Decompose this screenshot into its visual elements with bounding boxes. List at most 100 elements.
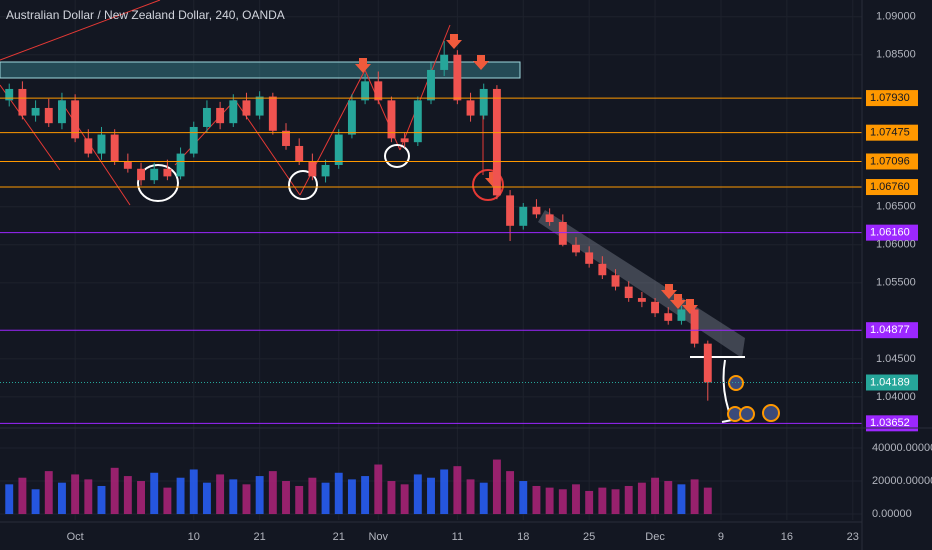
candle-body: [598, 263, 607, 276]
volume-bar: [176, 477, 185, 515]
volume-bar: [651, 477, 660, 515]
candle-body: [440, 54, 449, 70]
volume-bar: [519, 481, 528, 515]
candle-body: [506, 195, 515, 226]
candle-body: [558, 222, 567, 245]
volume-bar: [453, 466, 462, 515]
level-label-text: 1.03652: [870, 417, 910, 429]
volume-bar: [282, 481, 290, 515]
volume-bar: [229, 479, 238, 515]
volume-tick-label: 0.00000: [872, 508, 912, 520]
x-tick-label: 16: [781, 531, 793, 543]
x-tick-label: Oct: [67, 531, 84, 543]
volume-bar: [440, 469, 449, 515]
level-label: 1.07930: [866, 90, 918, 107]
candle-body: [137, 168, 145, 181]
volume-bar: [255, 476, 264, 515]
candle-body: [150, 168, 159, 181]
candle-body: [308, 161, 317, 177]
volume-bar: [611, 489, 620, 515]
candle-body: [624, 286, 633, 299]
volume-bar: [637, 482, 646, 515]
volume-bar: [427, 477, 435, 515]
volume-bar: [545, 487, 554, 515]
levels: 1.07930 1.07475 1.07096 1.06760 1.06160 1.048…: [0, 90, 918, 432]
candle-body: [400, 138, 409, 143]
candle-body: [361, 81, 370, 101]
y-tick-label: 1.06500: [876, 201, 916, 213]
volume-bar: [216, 474, 225, 515]
y-tick-label: 1.05500: [876, 277, 916, 289]
level-label-text: 1.06760: [870, 181, 910, 193]
volume-bar: [5, 484, 14, 515]
x-tick-label: 9: [718, 531, 724, 543]
x-tick-label: Dec: [645, 531, 665, 543]
candle-body: [479, 88, 488, 116]
candle-body: [532, 206, 541, 215]
level-label-text: 1.04877: [870, 324, 910, 336]
y-tick-label: 1.04000: [876, 391, 916, 403]
candle-body: [690, 309, 699, 344]
candle-body: [427, 69, 435, 101]
level-label-box: [866, 415, 918, 432]
volume-bar: [361, 476, 370, 515]
candle-body: [255, 96, 264, 116]
candle-body: [282, 130, 290, 146]
candle-body: [611, 275, 620, 287]
volume-bar: [308, 477, 317, 515]
resistance-zone: [0, 61, 521, 79]
candle-body: [585, 252, 594, 264]
candle-body: [268, 96, 277, 131]
volume-bar: [163, 487, 172, 515]
x-tick-label: 21: [254, 531, 266, 543]
y-tick-label: 1.09000: [876, 11, 916, 23]
candle-body: [545, 214, 554, 223]
volume-bar: [137, 481, 145, 515]
volume-bar: [400, 484, 409, 515]
candle-body: [176, 153, 185, 177]
volume-bar: [624, 485, 633, 515]
candle-body: [347, 100, 356, 135]
volume-bar: [18, 477, 27, 515]
candle-body: [18, 88, 27, 116]
volume-tick-label: 20000.00000: [872, 475, 932, 487]
level-label-text: 1.07096: [870, 155, 910, 167]
level-label-text: 1.04189: [870, 376, 910, 388]
level-label: 1.04877: [866, 322, 918, 339]
volume-bar: [598, 487, 607, 515]
x-tick-label: 23: [847, 531, 859, 543]
candle-body: [97, 134, 106, 154]
x-tick-label: Nov: [368, 531, 388, 543]
volume-bar: [97, 485, 106, 515]
candle-body: [31, 107, 40, 116]
level-label-text: 1.06160: [870, 227, 910, 239]
x-tick-label: 11: [452, 531, 463, 543]
volume-bar: [347, 479, 356, 515]
level-label-text: 1.07475: [870, 127, 910, 139]
volume-bar: [387, 481, 396, 515]
volume-bar: [110, 467, 119, 515]
volume-bar: [202, 482, 211, 515]
candle-body: [334, 134, 343, 165]
volume-bar: [532, 485, 541, 515]
volume-bar: [585, 490, 594, 515]
level-label: 1.06160: [866, 224, 918, 241]
volume-bar: [677, 484, 686, 515]
level-label-box: [866, 153, 918, 170]
level-label: 1.04189: [866, 374, 918, 391]
volume-bar: [31, 489, 40, 515]
candle-body: [123, 161, 132, 169]
level-label-text: 1.07930: [870, 92, 910, 104]
volume-bar: [57, 482, 66, 515]
volume-bar: [321, 482, 330, 515]
circles: [137, 144, 745, 423]
volume-bar: [374, 464, 383, 515]
candle-body: [572, 244, 580, 253]
volume-bar: [479, 482, 488, 515]
candle-body: [453, 54, 462, 101]
volume-bar: [295, 485, 304, 515]
candle-body: [651, 301, 660, 314]
candles: [5, 41, 712, 515]
volume-bar: [189, 469, 198, 515]
